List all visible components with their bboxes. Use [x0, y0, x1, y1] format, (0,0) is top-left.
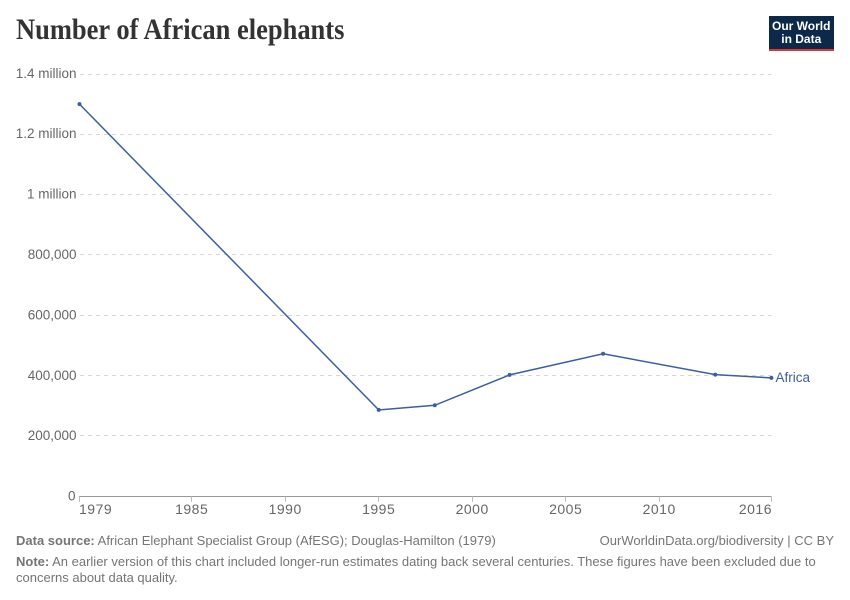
svg-text:2016: 2016	[739, 501, 772, 517]
svg-text:Africa: Africa	[776, 370, 811, 385]
svg-text:2000: 2000	[456, 501, 489, 517]
svg-text:1.2 million: 1.2 million	[16, 126, 77, 141]
svg-text:400,000: 400,000	[28, 368, 77, 383]
svg-text:1985: 1985	[175, 501, 208, 517]
svg-text:200,000: 200,000	[28, 428, 77, 443]
svg-text:1990: 1990	[269, 501, 302, 517]
svg-text:1 million: 1 million	[27, 187, 77, 202]
svg-text:1995: 1995	[362, 501, 395, 517]
svg-text:1.4 million: 1.4 million	[16, 66, 77, 81]
svg-text:600,000: 600,000	[28, 307, 77, 322]
svg-text:1979: 1979	[79, 501, 112, 517]
svg-text:0: 0	[68, 489, 76, 504]
svg-text:800,000: 800,000	[28, 247, 77, 262]
svg-text:2005: 2005	[549, 501, 582, 517]
svg-text:2010: 2010	[643, 501, 676, 517]
